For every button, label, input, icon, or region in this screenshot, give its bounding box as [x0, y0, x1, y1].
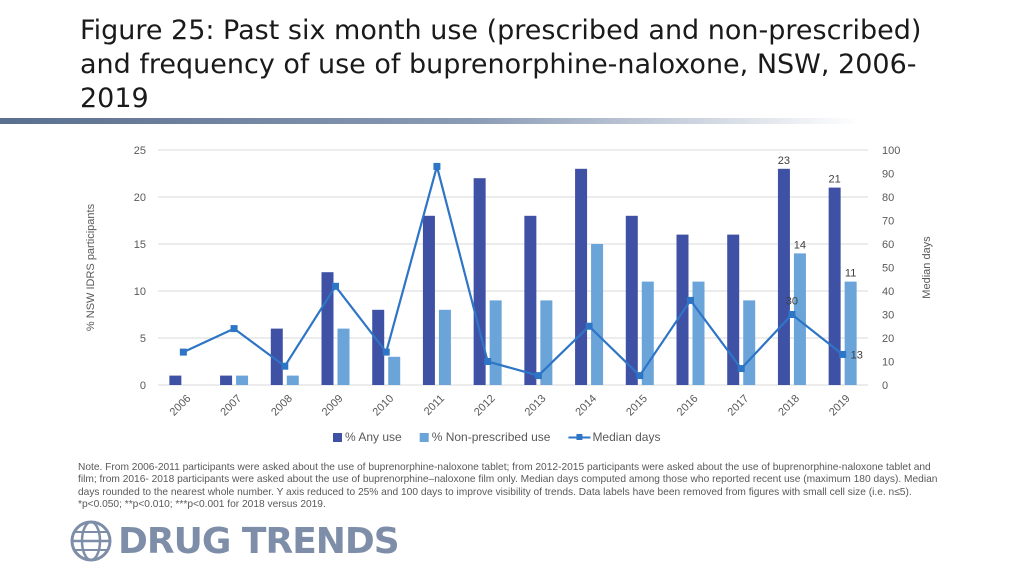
- title-divider: [0, 118, 860, 124]
- median-days-marker: [230, 325, 238, 333]
- figure-note: Note. From 2006-2011 participants were a…: [78, 462, 938, 511]
- median-days-marker: [687, 296, 694, 304]
- drug-trends-logo: DRUG TRENDS: [70, 520, 400, 562]
- x-tick-label: 2017: [726, 393, 752, 419]
- x-tick-label: 2019: [827, 393, 853, 419]
- x-tick-label: 2016: [675, 393, 701, 419]
- median-days-line: [182, 162, 844, 378]
- median-days-marker: [839, 350, 847, 358]
- x-tick-label: 2014: [573, 393, 599, 419]
- bar-non-prescribed: [692, 281, 705, 385]
- x-tick-label: 2008: [269, 393, 295, 419]
- bar-data-label: 11: [845, 268, 856, 280]
- median-days-marker: [636, 372, 644, 380]
- bar-any-use: [220, 375, 233, 385]
- logo-text: DRUG TRENDS: [118, 520, 400, 562]
- bar-data-label: 21: [829, 174, 841, 186]
- y-tick-label: 5: [140, 333, 146, 345]
- bar-non-prescribed: [793, 253, 806, 385]
- y-tick-label: 0: [140, 380, 146, 392]
- line-data-label: 30: [786, 296, 798, 308]
- bar-any-use: [422, 215, 435, 385]
- y-tick-label: 20: [134, 192, 146, 204]
- bar-non-prescribed: [591, 244, 604, 385]
- legend-swatch: [333, 433, 342, 442]
- y-tick-label: 15: [134, 239, 146, 251]
- median-days-marker: [433, 162, 441, 170]
- bar-any-use: [321, 272, 334, 385]
- median-days-marker: [737, 365, 745, 373]
- bar-any-use: [828, 187, 841, 385]
- bar-any-use: [473, 178, 486, 385]
- x-tick-label: 2006: [168, 393, 194, 419]
- legend-marker: [576, 434, 583, 440]
- y2-tick-label: 70: [882, 216, 894, 228]
- bar-any-use: [169, 375, 182, 385]
- y-tick-label: 25: [134, 145, 146, 157]
- median-days-marker: [585, 322, 593, 330]
- bar-any-use: [625, 215, 638, 385]
- median-days-marker: [332, 282, 339, 290]
- median-days-marker: [179, 348, 187, 356]
- y2-tick-label: 20: [882, 333, 894, 345]
- x-tick-label: 2013: [523, 393, 549, 419]
- median-days-marker: [281, 362, 289, 370]
- median-days-marker: [788, 311, 796, 318]
- bar-non-prescribed: [438, 309, 451, 385]
- y2-tick-label: 80: [882, 192, 894, 204]
- figure-title: Figure 25: Past six month use (prescribe…: [80, 15, 922, 114]
- y2-tick-label: 50: [882, 263, 894, 275]
- x-tick-label: 2007: [218, 393, 244, 419]
- y2-tick-label: 100: [882, 145, 900, 157]
- x-tick-label: 2011: [422, 393, 447, 418]
- bar-non-prescribed: [844, 281, 857, 385]
- y2-tick-label: 10: [882, 357, 894, 369]
- bar-non-prescribed: [286, 375, 299, 385]
- x-tick-label: 2012: [472, 393, 498, 419]
- median-days-marker: [382, 348, 390, 356]
- x-tick-label: 2015: [624, 393, 650, 419]
- bar-data-label: 23: [778, 155, 790, 167]
- y2-tick-label: 60: [882, 239, 894, 251]
- bar-any-use: [676, 234, 689, 385]
- y-tick-label: 10: [134, 286, 146, 298]
- line-data-label: 13: [851, 349, 863, 361]
- legend-swatch: [419, 433, 429, 442]
- y-axis-title: % NSW IDRS participants: [85, 203, 97, 331]
- bar-any-use: [575, 168, 588, 385]
- median-days-marker: [534, 372, 542, 380]
- y2-tick-label: 90: [882, 169, 894, 181]
- y2-axis-title: Median days: [921, 236, 933, 299]
- bar-non-prescribed: [388, 356, 401, 385]
- median-days-marker: [484, 358, 492, 365]
- bar-non-prescribed: [337, 328, 350, 385]
- bar-any-use: [524, 215, 537, 385]
- bar-any-use: [777, 168, 790, 385]
- x-tick-label: 2010: [371, 393, 397, 419]
- bar-any-use: [372, 309, 385, 385]
- legend-label: Median days: [592, 430, 660, 444]
- y2-tick-label: 30: [882, 310, 894, 322]
- x-tick-label: 2009: [320, 393, 346, 419]
- y2-tick-label: 40: [882, 286, 894, 298]
- combo-chart: 0 5 10 15 20 25 0 10 20 30 40 50 60 70 80 90 100 % NSW ID…: [85, 145, 933, 444]
- bar-data-label: 14: [794, 239, 806, 251]
- globe-icon: [70, 520, 112, 562]
- bar-non-prescribed: [236, 375, 249, 385]
- bar-non-prescribed: [489, 300, 502, 385]
- x-tick-label: 2018: [776, 393, 802, 419]
- bar-non-prescribed: [743, 300, 756, 385]
- legend-label: % Any use: [345, 430, 402, 444]
- legend-label: % Non-prescribed use: [432, 430, 551, 444]
- bar-any-use: [727, 234, 740, 385]
- y2-tick-label: 0: [882, 380, 888, 392]
- bar-any-use: [270, 328, 283, 385]
